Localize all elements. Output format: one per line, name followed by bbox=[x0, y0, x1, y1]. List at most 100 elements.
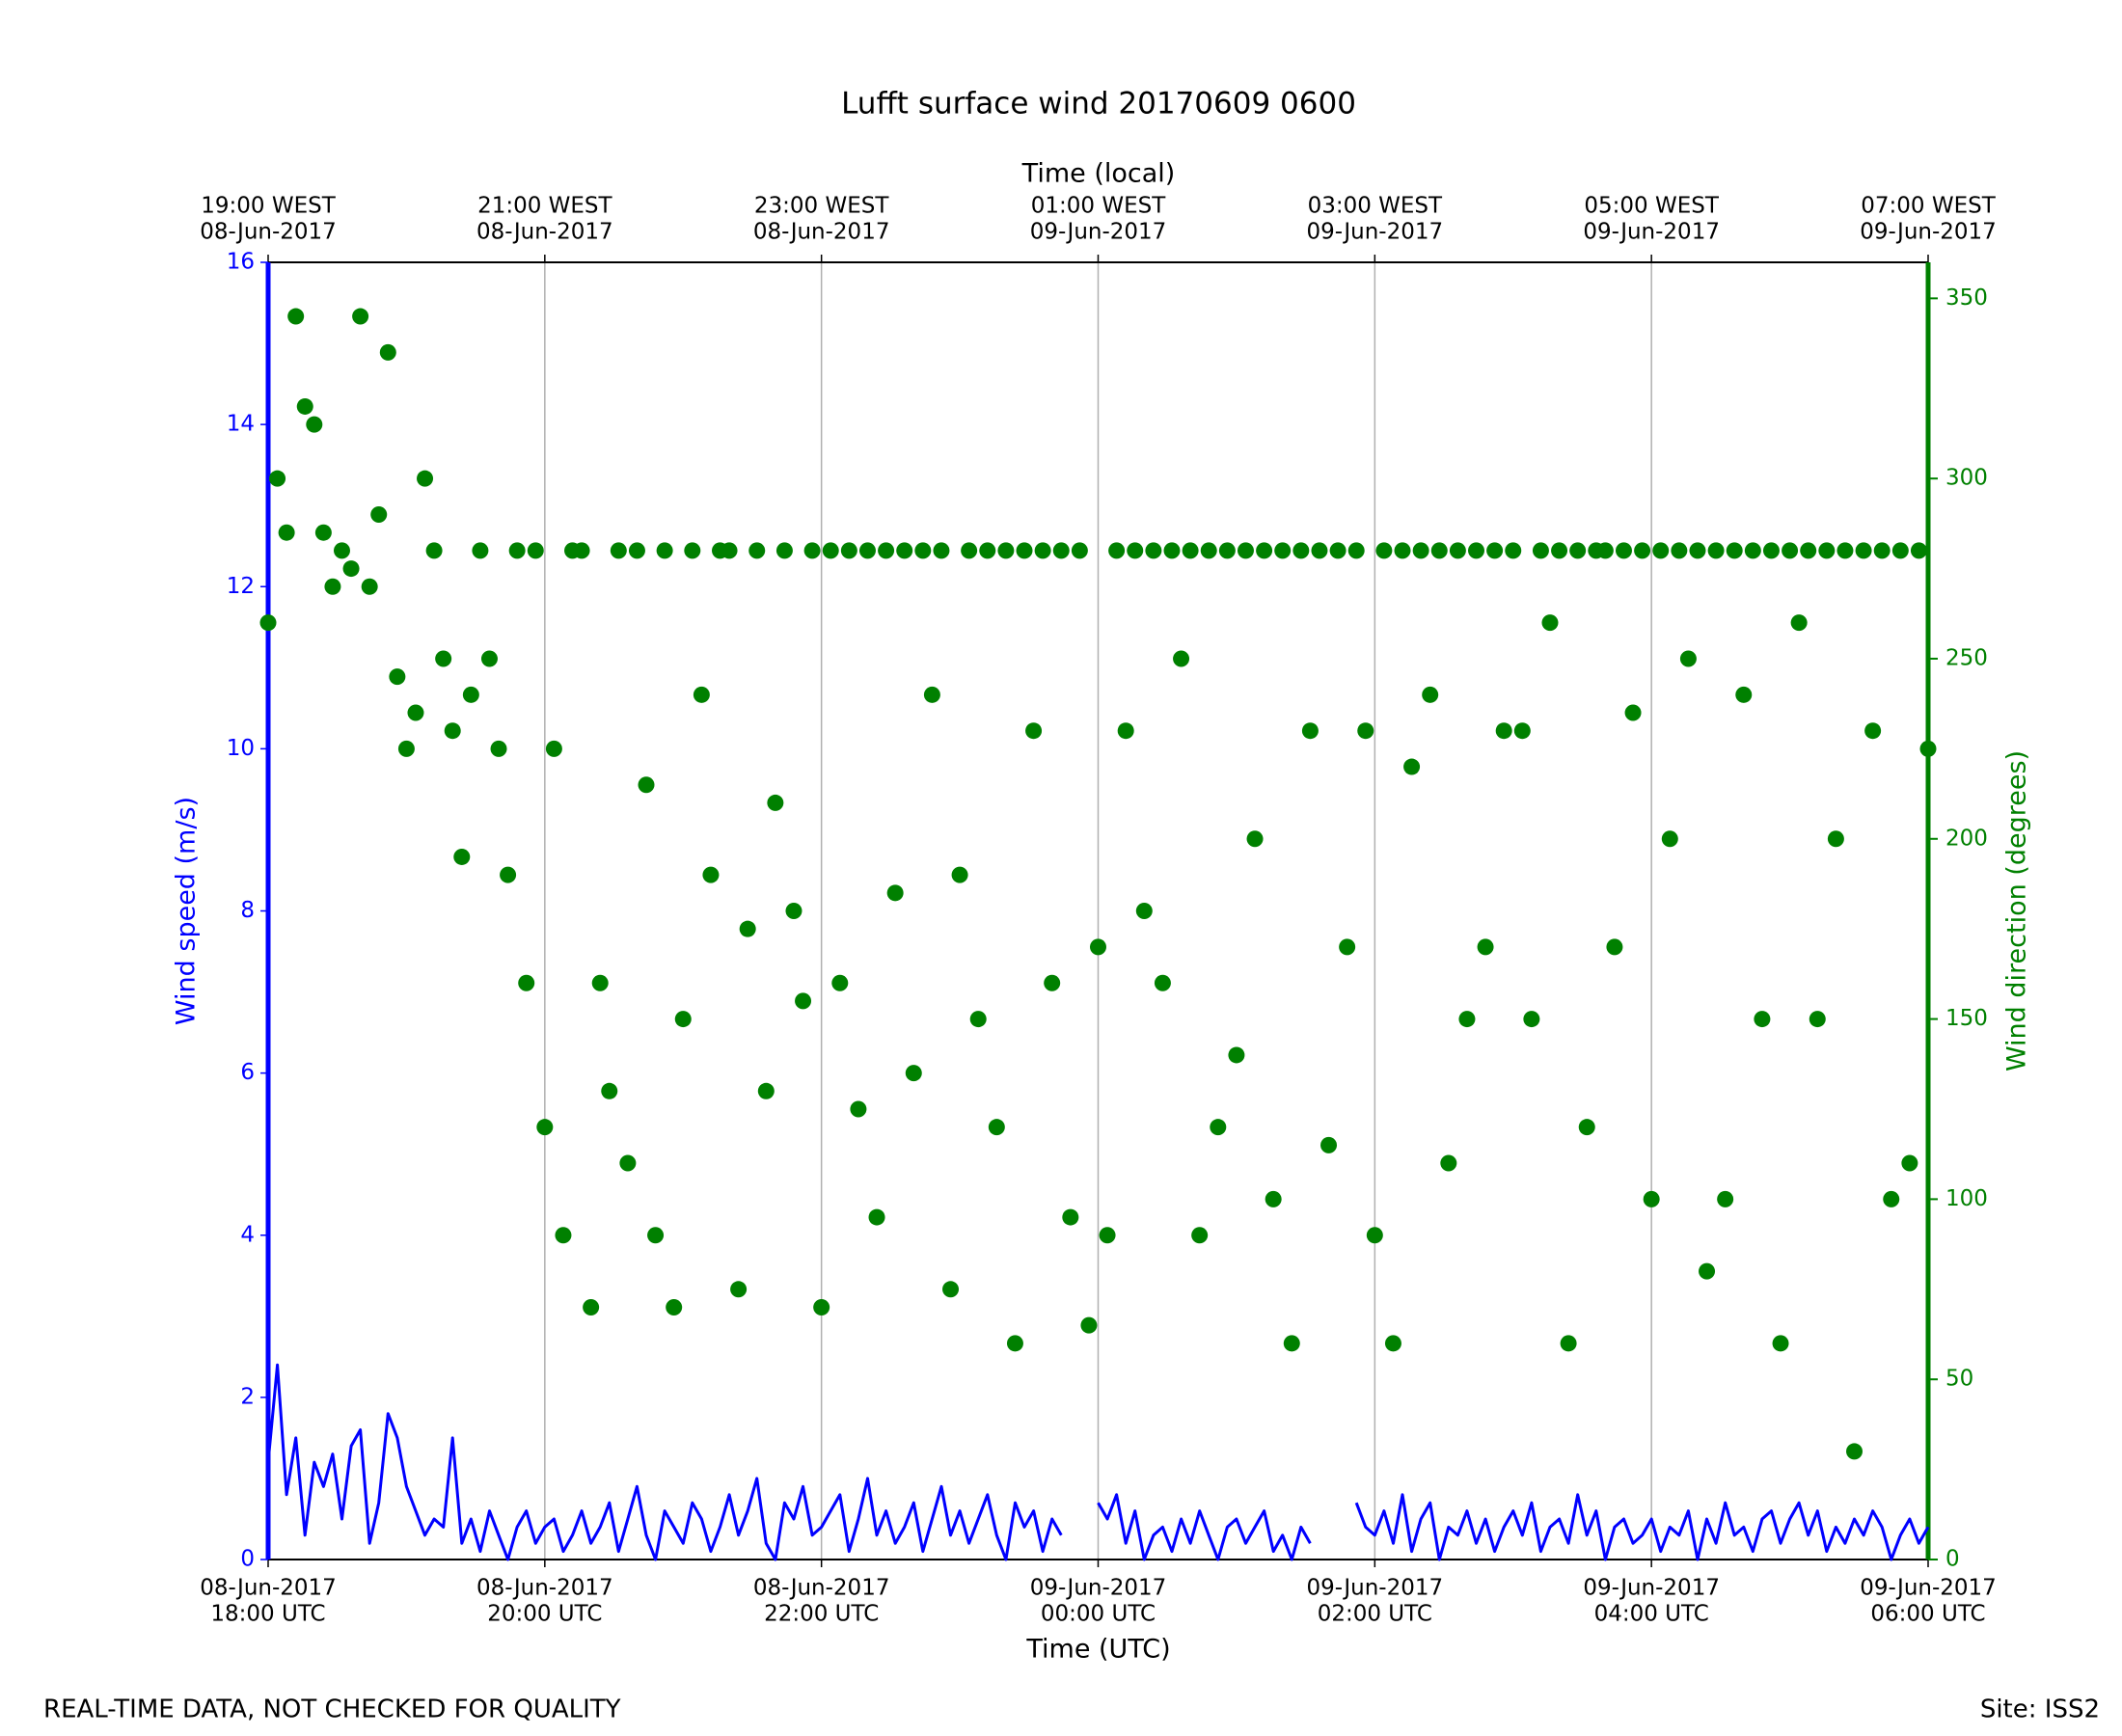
wind-direction-dot bbox=[259, 614, 277, 632]
wind-direction-dot bbox=[840, 542, 857, 559]
wind-direction-dot bbox=[1274, 542, 1292, 559]
wind-direction-dot bbox=[1025, 722, 1043, 740]
y2-tick-label: 300 bbox=[1945, 466, 1988, 491]
wind-direction-dot bbox=[1624, 704, 1642, 721]
wind-direction-dot bbox=[1044, 974, 1061, 991]
x2-tick-label: 03:00 WEST bbox=[1308, 194, 1443, 219]
wind-direction-dot bbox=[1347, 542, 1365, 559]
wind-direction-dot bbox=[379, 343, 396, 361]
wind-direction-dot bbox=[1228, 1046, 1245, 1064]
wind-direction-dot bbox=[1090, 938, 1106, 956]
wind-direction-dot bbox=[693, 686, 710, 703]
wind-direction-dot bbox=[647, 1227, 665, 1244]
x-tick-label: 09-Jun-2017 bbox=[1860, 1576, 1997, 1601]
y-tick-label: 0 bbox=[240, 1547, 255, 1572]
y-tick-label: 16 bbox=[227, 250, 255, 275]
wind-direction-dot bbox=[775, 542, 793, 559]
wind-direction-dot bbox=[1560, 1335, 1577, 1352]
y-tick-label: 2 bbox=[240, 1384, 255, 1409]
wind-direction-dot bbox=[1782, 542, 1799, 559]
wind-direction-dot bbox=[324, 578, 341, 595]
wind-direction-dot bbox=[896, 542, 913, 559]
x2-tick-label: 23:00 WEST bbox=[754, 194, 889, 219]
wind-direction-dot bbox=[1754, 1011, 1771, 1028]
wind-direction-dot bbox=[1818, 542, 1836, 559]
wind-direction-dot bbox=[905, 1065, 922, 1082]
wind-direction-dot bbox=[1311, 542, 1328, 559]
wind-direction-dot bbox=[638, 776, 655, 794]
wind-direction-dot bbox=[1320, 1136, 1338, 1153]
wind-direction-dot bbox=[1513, 722, 1531, 740]
wind-direction-dot bbox=[1108, 542, 1126, 559]
wind-direction-dot bbox=[1200, 542, 1217, 559]
x-tick-label: 08-Jun-2017 bbox=[753, 1576, 890, 1601]
wind-direction-dot bbox=[1652, 542, 1670, 559]
wind-direction-dot bbox=[1661, 830, 1678, 848]
site-label: Site: ISS2 bbox=[1980, 1695, 2100, 1724]
wind-direction-dot bbox=[1135, 903, 1153, 919]
wind-direction-dot bbox=[1163, 542, 1181, 559]
wind-direction-dot bbox=[628, 542, 645, 559]
x-tick-label: 09-Jun-2017 bbox=[1583, 1576, 1720, 1601]
x-tick-label: 04:00 UTC bbox=[1594, 1602, 1709, 1627]
wind-direction-dot bbox=[1671, 542, 1688, 559]
wind-direction-dot bbox=[1430, 542, 1448, 559]
wind-direction-dot bbox=[1422, 686, 1439, 703]
wind-direction-dot bbox=[1919, 740, 1937, 757]
x-tick-label: 18:00 UTC bbox=[210, 1602, 325, 1627]
wind-direction-dot bbox=[933, 542, 950, 559]
wind-direction-dot bbox=[1864, 722, 1882, 740]
wind-direction-dot bbox=[923, 686, 940, 703]
wind-direction-dot bbox=[1505, 542, 1522, 559]
wind-direction-dot bbox=[462, 686, 479, 703]
wind-direction-dot bbox=[1052, 542, 1070, 559]
wind-direction-dot bbox=[730, 1281, 748, 1298]
x2-tick-label: 08-Jun-2017 bbox=[476, 220, 613, 245]
wind-direction-dot bbox=[803, 542, 821, 559]
wind-direction-dot bbox=[684, 542, 701, 559]
wind-direction-dot bbox=[1034, 542, 1051, 559]
wind-direction-dot bbox=[1762, 542, 1780, 559]
wind-direction-dot bbox=[1301, 722, 1319, 740]
wind-direction-dot bbox=[831, 974, 849, 991]
wind-direction-dot bbox=[1080, 1316, 1098, 1334]
wind-direction-dot bbox=[951, 866, 968, 883]
y-tick-label: 10 bbox=[227, 736, 255, 761]
wind-direction-dot bbox=[1468, 542, 1485, 559]
wind-direction-dot bbox=[287, 308, 305, 325]
wind-direction-dot bbox=[1283, 1335, 1300, 1352]
wind-direction-dot bbox=[1440, 1154, 1457, 1172]
wind-direction-dot bbox=[1726, 542, 1743, 559]
x2-tick-label: 09-Jun-2017 bbox=[1860, 220, 1997, 245]
x-tick-label: 09-Jun-2017 bbox=[1030, 1576, 1167, 1601]
wind-direction-dot bbox=[1679, 650, 1697, 667]
wind-direction-dot bbox=[914, 542, 932, 559]
wind-direction-dot bbox=[822, 542, 839, 559]
wind-direction-dot bbox=[1615, 542, 1632, 559]
wind-direction-dot bbox=[480, 650, 498, 667]
y-axis-label: Wind speed (m/s) bbox=[172, 797, 202, 1025]
wind-direction-dot bbox=[591, 974, 609, 991]
wind-direction-dot bbox=[1375, 542, 1393, 559]
wind-direction-dot bbox=[472, 542, 489, 559]
x-tick-label: 09-Jun-2017 bbox=[1307, 1576, 1444, 1601]
wind-direction-dot bbox=[1357, 722, 1374, 740]
wind-direction-dot bbox=[1191, 1227, 1209, 1244]
wind-direction-dot bbox=[527, 542, 544, 559]
wind-direction-dot bbox=[1256, 542, 1273, 559]
x2-tick-label: 09-Jun-2017 bbox=[1030, 220, 1167, 245]
wind-direction-dot bbox=[1394, 542, 1411, 559]
footer-note: REAL-TIME DATA, NOT CHECKED FOR QUALITY bbox=[43, 1695, 621, 1724]
wind-direction-dot bbox=[979, 542, 996, 559]
wind-direction-dot bbox=[1689, 542, 1706, 559]
wind-direction-dot bbox=[389, 668, 406, 686]
wind-direction-dot bbox=[1634, 542, 1651, 559]
wind-direction-dot bbox=[767, 794, 784, 811]
wind-direction-dot bbox=[407, 704, 424, 721]
wind-direction-dot bbox=[1523, 1011, 1540, 1028]
y-tick-label: 4 bbox=[240, 1222, 255, 1247]
wind-direction-dot bbox=[555, 1227, 572, 1244]
y2-tick-label: 350 bbox=[1945, 285, 1988, 311]
wind-direction-dot bbox=[1809, 1011, 1826, 1028]
wind-direction-dot bbox=[1495, 722, 1512, 740]
